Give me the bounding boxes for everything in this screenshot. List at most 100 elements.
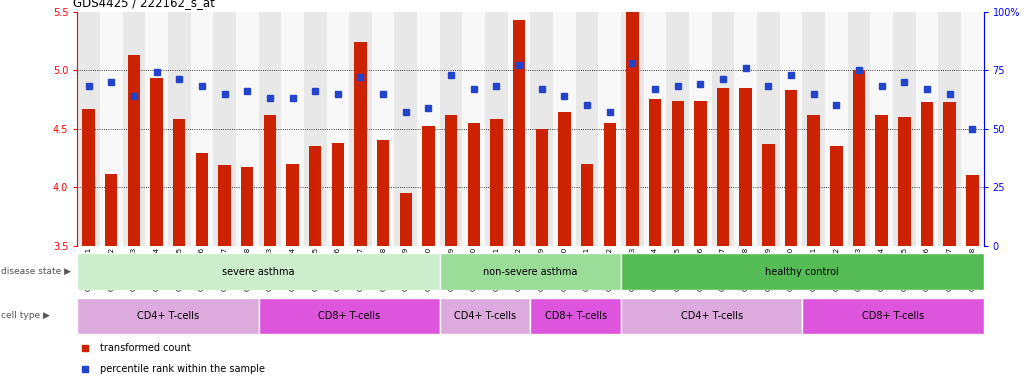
Bar [150,78,163,246]
Bar [848,12,870,246]
Text: GDS4425 / 222162_s_at: GDS4425 / 222162_s_at [73,0,214,9]
Bar [762,144,775,246]
Text: disease state ▶: disease state ▶ [1,267,71,276]
Bar [191,12,213,246]
Bar [259,298,440,334]
Bar [82,109,95,246]
Bar [712,12,734,246]
Bar [717,88,729,246]
Bar [377,140,389,246]
Bar [621,298,802,334]
Bar [626,9,639,246]
Bar [553,12,576,246]
Bar [598,12,621,246]
Bar [961,12,984,246]
Text: CD8+ T-cells: CD8+ T-cells [545,311,607,321]
Bar [286,164,299,246]
Text: CD8+ T-cells: CD8+ T-cells [862,311,924,321]
Bar [672,101,684,246]
Bar [422,126,435,246]
Text: healthy control: healthy control [765,266,839,277]
Bar [213,12,236,246]
Bar [440,298,530,334]
Bar [530,12,553,246]
Bar [400,193,412,246]
Bar [666,12,689,246]
Bar [241,167,253,246]
Bar [332,143,344,246]
Bar [77,12,100,246]
Bar [808,114,820,246]
Bar [309,146,321,246]
Bar [870,12,893,246]
Bar [916,12,938,246]
Bar [876,114,888,246]
Bar [281,12,304,246]
Bar [802,298,984,334]
Bar [168,12,191,246]
Bar [100,12,123,246]
Bar [264,114,276,246]
Bar [490,119,503,246]
Bar [740,88,752,246]
Bar [196,153,208,246]
Bar [445,114,457,246]
Bar [394,12,417,246]
Bar [785,90,797,246]
Text: percentile rank within the sample: percentile rank within the sample [100,364,266,374]
Bar [349,12,372,246]
Bar [417,12,440,246]
Bar [77,253,440,290]
Bar [604,123,616,246]
Bar [440,253,621,290]
Text: non-severe asthma: non-severe asthma [483,266,578,277]
Bar [734,12,757,246]
Bar [236,12,259,246]
Bar [943,102,956,246]
Text: CD4+ T-cells: CD4+ T-cells [681,311,743,321]
Bar [462,12,485,246]
Bar [621,253,984,290]
Bar [468,123,480,246]
Bar [218,165,231,246]
Bar [893,12,916,246]
Bar [757,12,780,246]
Bar [327,12,349,246]
Bar [853,70,865,246]
Bar [689,12,712,246]
Bar [536,129,548,246]
Text: CD8+ T-cells: CD8+ T-cells [318,311,380,321]
Bar [780,12,802,246]
Text: transformed count: transformed count [100,343,192,353]
Bar [621,12,644,246]
Bar [581,164,593,246]
Bar [694,101,707,246]
Bar [644,12,666,246]
Bar [354,42,367,246]
Bar [576,12,598,246]
Bar [558,112,571,246]
Bar [440,12,462,246]
Text: CD4+ T-cells: CD4+ T-cells [454,311,516,321]
Bar [966,175,978,246]
Bar [304,12,327,246]
Bar [77,298,259,334]
Text: cell type ▶: cell type ▶ [1,311,49,320]
Text: CD4+ T-cells: CD4+ T-cells [137,311,199,321]
Bar [145,12,168,246]
Bar [508,12,530,246]
Bar [123,12,145,246]
Bar [830,146,843,246]
Bar [802,12,825,246]
Bar [259,12,281,246]
Bar [938,12,961,246]
Bar [372,12,394,246]
Bar [825,12,848,246]
Bar [530,298,621,334]
Bar [921,102,933,246]
Bar [649,99,661,246]
Text: severe asthma: severe asthma [222,266,295,277]
Bar [898,117,911,246]
Bar [105,174,117,246]
Bar [128,55,140,246]
